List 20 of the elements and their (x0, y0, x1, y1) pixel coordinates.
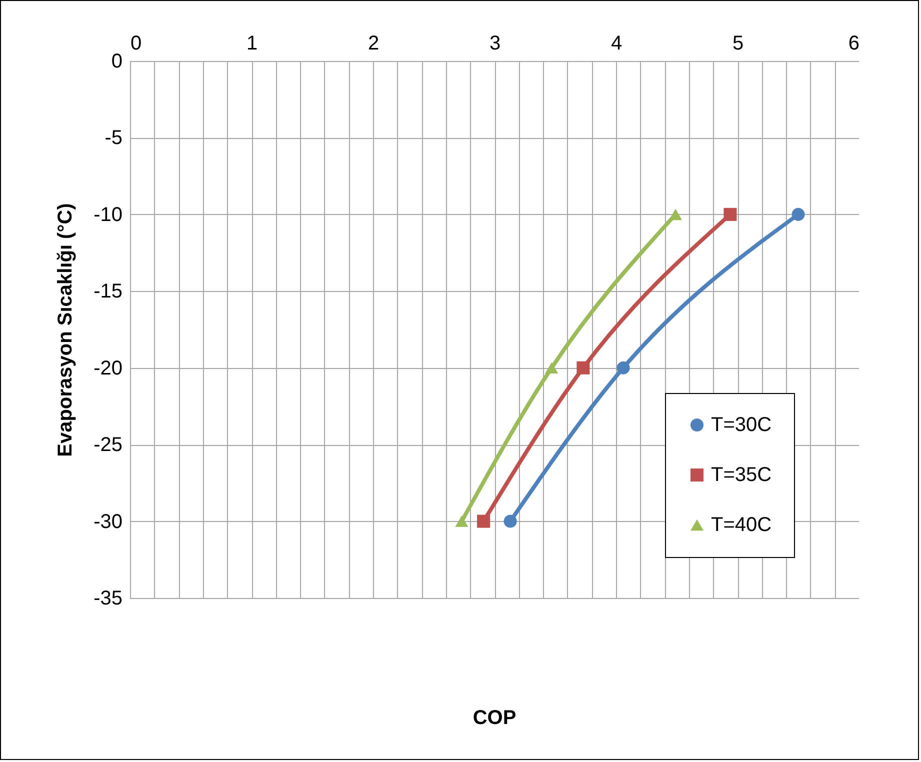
x-tick-label: 6 (848, 32, 860, 54)
legend-label: T=40C (711, 514, 772, 536)
y-tick-label: -5 (104, 127, 122, 150)
y-tick-label: -35 (94, 588, 122, 610)
y-axis-title: Evaporasyon Sıcaklığı (°C) (54, 203, 77, 457)
x-tick-label: 1 (246, 32, 258, 54)
y-tick-label: 0 (111, 50, 122, 72)
legend-label: T=35C (711, 464, 772, 486)
y-tick-label: -20 (94, 357, 122, 380)
x-axis-title: COP (472, 707, 516, 729)
x-tick-label: 3 (489, 32, 501, 54)
y-tick-label: -15 (94, 280, 122, 303)
x-tick-label: 5 (732, 32, 744, 54)
y-tick-label: -30 (94, 510, 122, 533)
y-tick-label: -10 (94, 204, 122, 226)
x-tick-label: 4 (610, 32, 622, 54)
x-tick-label: 0 (130, 32, 142, 54)
x-tick-label: 2 (368, 32, 380, 54)
legend-label: T=30C (711, 414, 772, 436)
y-tick-label: -25 (94, 434, 122, 456)
